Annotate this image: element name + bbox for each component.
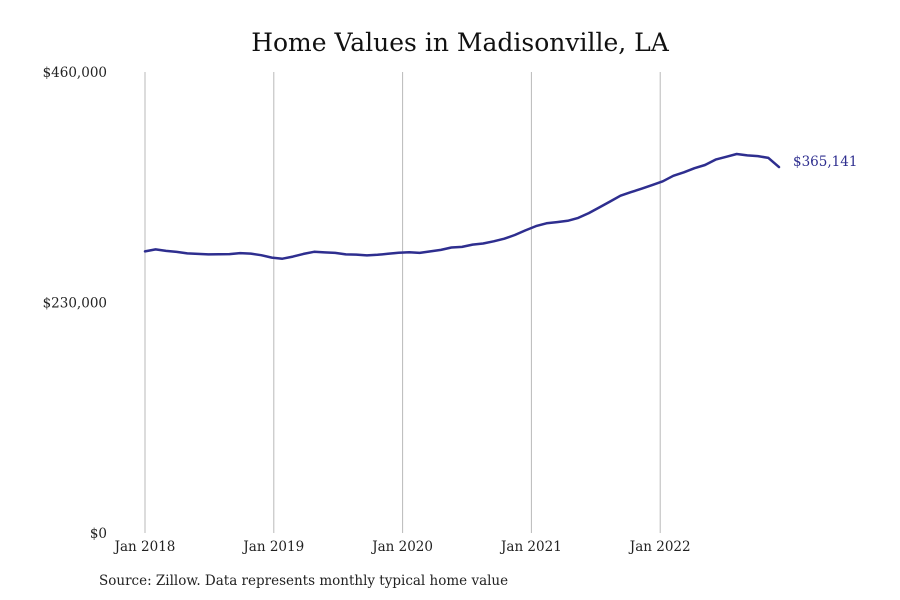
- series-line: [143, 152, 781, 260]
- y-tick-label: $230,000: [43, 296, 107, 312]
- y-tick-label: $460,000: [43, 65, 107, 81]
- series-group: $365,141: [143, 152, 857, 260]
- y-axis: $0 $230,000 $460,000: [43, 65, 107, 542]
- chart-title: Home Values in Madisonville, LA: [251, 28, 669, 57]
- y-tick-label: $0: [90, 526, 107, 542]
- end-value-label: $365,141: [793, 154, 857, 170]
- source-note: Source: Zillow. Data represents monthly …: [99, 573, 509, 589]
- gridlines: [144, 72, 661, 533]
- x-tick-label: Jan 2021: [499, 539, 562, 555]
- x-tick-label: Jan 2022: [628, 539, 691, 555]
- x-tick-label: Jan 2018: [113, 539, 176, 555]
- x-tick-label: Jan 2020: [370, 539, 433, 555]
- x-axis: Jan 2018 Jan 2019 Jan 2020 Jan 2021 Jan 2022: [113, 539, 691, 555]
- x-tick-label: Jan 2019: [241, 539, 304, 555]
